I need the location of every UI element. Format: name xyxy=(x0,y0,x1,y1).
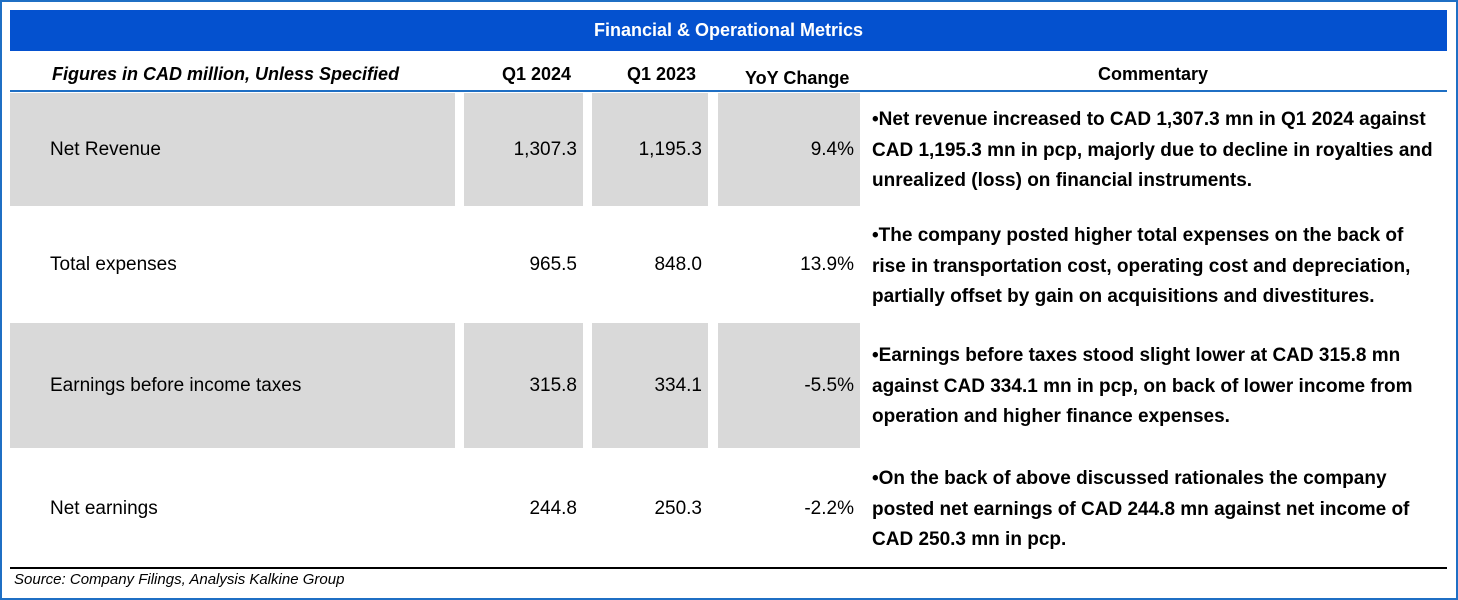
cell-yoy: 9.4% xyxy=(718,93,860,206)
row-commentary: •On the back of above discussed rational… xyxy=(872,468,1410,550)
row-label: Total expenses xyxy=(50,253,177,275)
cell-q1-2024: 1,307.3 xyxy=(464,93,583,206)
header-divider xyxy=(10,90,1447,92)
cell-q1-2024: 244.8 xyxy=(529,497,577,519)
source-note: Source: Company Filings, Analysis Kalkin… xyxy=(14,571,345,588)
cell-yoy: -5.5% xyxy=(718,323,860,448)
cell-q1-2023: 848.0 xyxy=(654,253,702,275)
row-label: Net Revenue xyxy=(10,93,455,206)
header-yoy: YoY Change xyxy=(745,67,850,88)
row-label: Earnings before income taxes xyxy=(10,323,455,448)
cell-yoy: 13.9% xyxy=(800,253,854,275)
cell-q1-2024: 315.8 xyxy=(464,323,583,448)
cell-yoy: -2.2% xyxy=(804,497,854,519)
header-q1-2024: Q1 2024 xyxy=(502,63,572,84)
cell-q1-2024: 965.5 xyxy=(529,253,577,275)
row-label: Net earnings xyxy=(50,497,158,519)
cell-q1-2023: 334.1 xyxy=(592,323,708,448)
footer-divider xyxy=(10,567,1447,569)
table-title: Financial & Operational Metrics xyxy=(10,10,1447,51)
row-commentary: •Net revenue increased to CAD 1,307.3 mn… xyxy=(872,109,1433,191)
cell-q1-2023: 1,195.3 xyxy=(592,93,708,206)
header-commentary: Commentary xyxy=(1098,63,1209,84)
cell-q1-2023: 250.3 xyxy=(654,497,702,519)
row-commentary: •Earnings before taxes stood slight lowe… xyxy=(872,345,1413,427)
row-commentary: •The company posted higher total expense… xyxy=(872,225,1411,307)
header-metric: Figures in CAD million, Unless Specified xyxy=(52,63,400,84)
header-q1-2023: Q1 2023 xyxy=(627,63,697,84)
